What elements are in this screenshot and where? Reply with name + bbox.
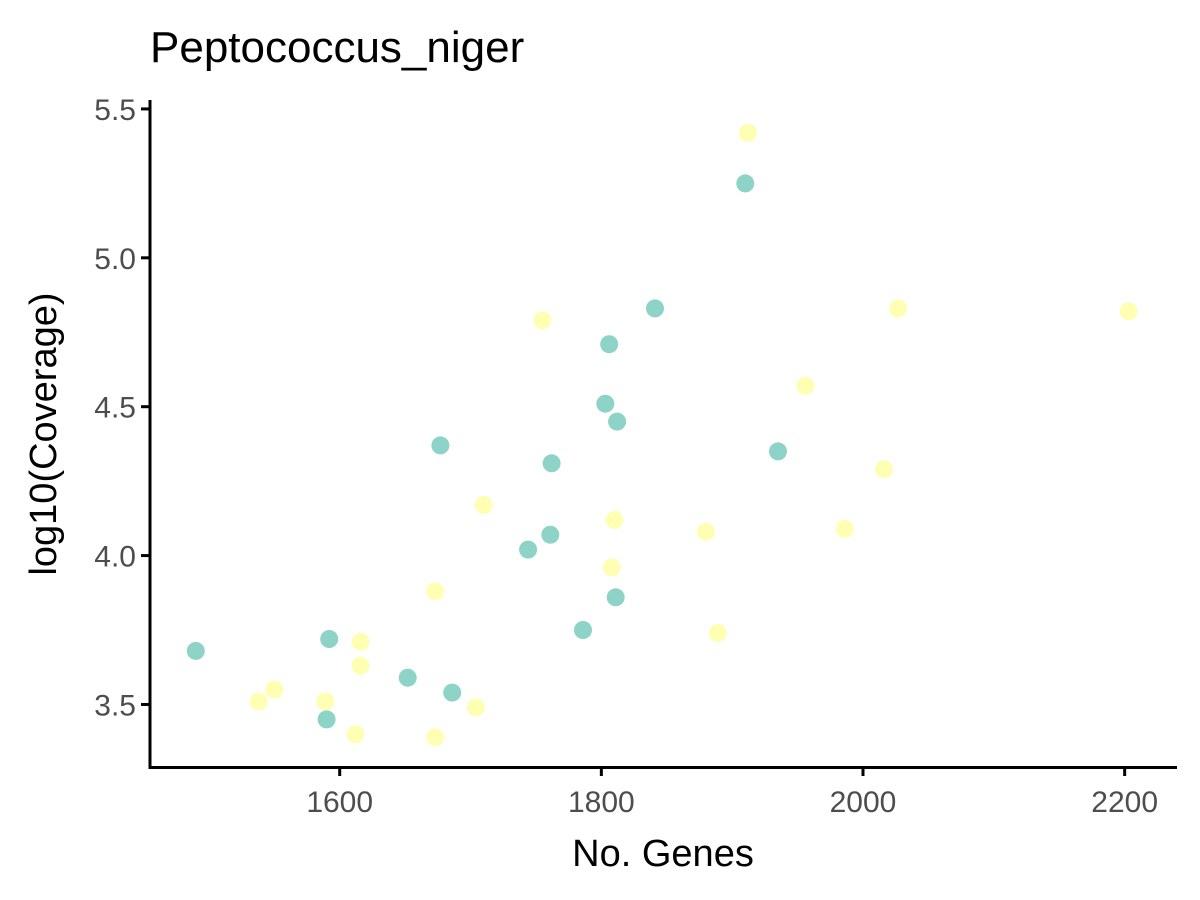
data-point — [317, 710, 336, 729]
data-point — [1119, 302, 1138, 321]
data-point — [602, 558, 621, 577]
data-point — [249, 692, 268, 711]
x-axis-ticks: 1600 1800 2000 2200 — [306, 767, 1158, 819]
x-tick-label: 2000 — [830, 786, 897, 819]
data-point — [646, 299, 664, 318]
data-point — [443, 683, 462, 702]
x-tick-label: 1600 — [306, 786, 373, 819]
data-point — [835, 519, 854, 538]
chart-title: Peptococcus_niger — [150, 23, 524, 72]
data-point — [316, 692, 335, 711]
y-axis-title: log10(Coverage) — [23, 292, 65, 575]
data-point — [541, 525, 560, 544]
data-point — [398, 668, 417, 687]
data-point — [600, 335, 619, 354]
data-point — [889, 299, 908, 318]
data-point — [426, 728, 445, 747]
data-points — [186, 123, 1138, 747]
data-point — [346, 725, 365, 744]
data-point — [738, 123, 757, 142]
y-tick-label: 4.0 — [94, 541, 136, 574]
data-point — [697, 522, 715, 541]
data-point — [431, 436, 450, 455]
data-point — [351, 656, 370, 675]
data-point — [708, 624, 727, 642]
data-point — [605, 510, 624, 529]
data-point — [769, 442, 787, 461]
data-point — [426, 582, 445, 601]
data-point — [574, 621, 592, 639]
data-point — [474, 496, 493, 514]
x-tick-label: 2200 — [1091, 786, 1158, 819]
data-point — [606, 588, 625, 607]
data-point — [542, 454, 561, 473]
data-point — [608, 412, 627, 431]
y-tick-label: 4.5 — [94, 392, 136, 425]
data-point — [519, 540, 538, 559]
data-point — [186, 641, 205, 660]
y-tick-label: 5.0 — [94, 243, 136, 276]
data-point — [265, 680, 284, 699]
y-axis-ticks: 3.5 4.0 4.5 5.0 5.5 — [94, 94, 150, 722]
data-point — [874, 460, 893, 479]
y-tick-label: 3.5 — [94, 689, 136, 722]
data-point — [736, 174, 755, 193]
data-point — [351, 632, 370, 651]
x-tick-label: 1800 — [568, 786, 635, 819]
y-tick-label: 5.5 — [94, 94, 136, 127]
data-point — [466, 698, 485, 717]
x-axis-title: No. Genes — [572, 833, 754, 875]
data-point — [533, 311, 552, 330]
data-point — [320, 630, 339, 648]
data-point — [596, 394, 615, 413]
data-point — [796, 376, 815, 395]
